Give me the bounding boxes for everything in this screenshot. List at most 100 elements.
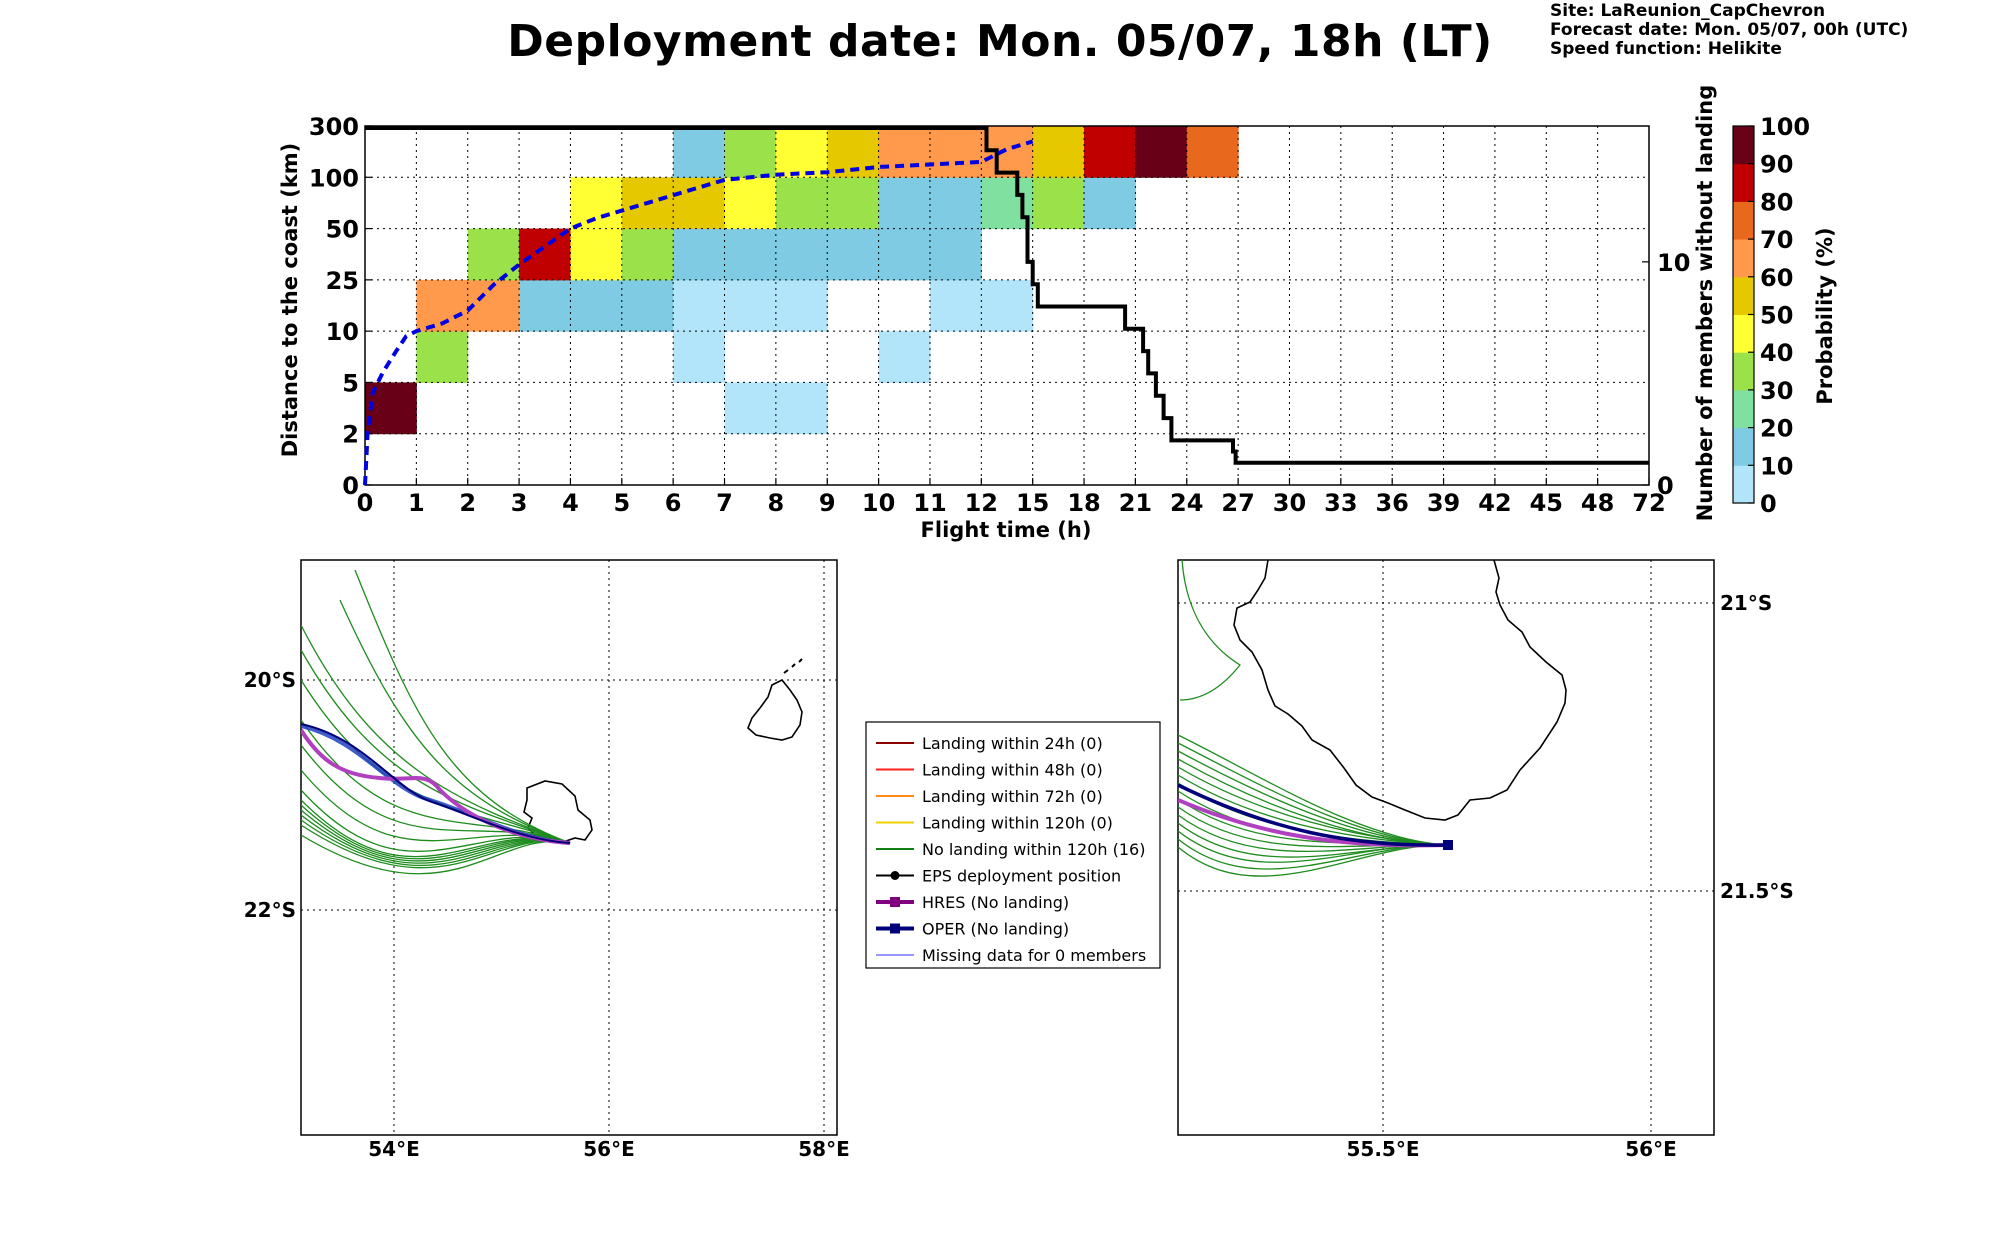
y-tick-label: 0 xyxy=(342,472,359,500)
x-tick-label: 4 xyxy=(562,489,579,517)
x-tick-label: 5 xyxy=(613,489,630,517)
x-tick-label: 18 xyxy=(1067,489,1100,517)
heatmap-cell xyxy=(673,126,726,178)
x-tick-label: 36 xyxy=(1375,489,1408,517)
x-axis-label: Flight time (h) xyxy=(921,518,1092,542)
colorbar-tick-label: 70 xyxy=(1760,226,1793,254)
colorbar-tick-label: 90 xyxy=(1760,151,1793,179)
x-tick-label: 21 xyxy=(1119,489,1152,517)
forecast-metadata: Site: LaReunion_CapChevron Forecast date… xyxy=(1550,2,1908,59)
x-tick-label: 0 xyxy=(357,489,374,517)
heatmap-cell xyxy=(519,279,571,332)
heatmap-cell xyxy=(1186,126,1239,178)
mauritius-island-coastline xyxy=(747,678,803,741)
legend-label: Landing within 120h (0) xyxy=(922,814,1113,833)
legend-marker-square xyxy=(890,923,900,934)
y-axis-label: Distance to the coast (km) xyxy=(278,143,302,458)
colorbar-bin xyxy=(1733,465,1754,504)
ensemble-trajectory xyxy=(1178,734,1449,846)
y2-axis-label: Number of members without landing xyxy=(1693,85,1717,522)
legend-marker-square xyxy=(890,897,900,907)
heatmap-cell xyxy=(775,126,828,178)
ensemble-trajectory xyxy=(1179,560,1241,701)
heatmap-cell xyxy=(775,279,828,332)
x-tick-label: 42 xyxy=(1478,489,1511,517)
heatmap-cell xyxy=(673,331,726,383)
colorbar-bin xyxy=(1733,427,1754,466)
heatmap-cell xyxy=(1032,126,1085,178)
heatmap-cell xyxy=(724,279,777,332)
median-distance-line xyxy=(363,139,1034,486)
y-tick-label: 5 xyxy=(342,369,359,397)
lon-label-56: 56°E xyxy=(583,1137,635,1161)
lon-label-55-5: 55.5°E xyxy=(1346,1137,1419,1161)
oper-trajectory xyxy=(1178,783,1449,847)
heatmap-cell xyxy=(929,279,982,332)
heatmap-cell xyxy=(673,177,726,230)
x-tick-label: 72 xyxy=(1632,489,1665,517)
distance-probability-heatmap: 0 1 2 3 4 5 6 7 8 9 10 11 12 15 18 21 24 27 30 33 36 39 42 45 48… xyxy=(309,113,1691,517)
heatmap-cell xyxy=(1084,126,1136,178)
lat-label-20s: 20°S xyxy=(244,668,296,692)
y-tick-label: 2 xyxy=(342,421,359,449)
colorbar-tick-label: 60 xyxy=(1760,264,1793,292)
legend-marker-circle xyxy=(890,871,900,880)
y-tick-label: 100 xyxy=(309,164,359,192)
x-tick-label: 48 xyxy=(1581,489,1614,517)
heatmap-cell xyxy=(827,177,880,230)
ensemble-trajectory xyxy=(354,569,571,844)
reunion-island-coastline xyxy=(523,780,593,843)
x-tick-label: 6 xyxy=(665,489,682,517)
ensemble-trajectory xyxy=(301,719,571,844)
colorbar-bin xyxy=(1733,276,1754,315)
heatmap-cell xyxy=(724,382,777,435)
heatmap-cell xyxy=(467,228,520,281)
probability-colorbar: 0 10 20 30 40 50 60 70 80 90 100 xyxy=(1732,113,1810,518)
lon-label-58: 58°E xyxy=(798,1137,850,1161)
heatmap-cell xyxy=(1135,126,1188,178)
ensemble-trajectory xyxy=(1178,774,1449,846)
heatmap-cell xyxy=(1032,177,1085,230)
colorbar-label: Probability (%) xyxy=(1813,227,1837,404)
colorbar-tick-label: 20 xyxy=(1760,415,1793,443)
x-tick-label: 45 xyxy=(1530,489,1563,517)
deployment-marker xyxy=(1443,840,1453,850)
y-tick-label: 10 xyxy=(326,318,359,346)
colorbar-bin xyxy=(1733,201,1754,240)
legend-label: OPER (No landing) xyxy=(922,920,1069,939)
ensemble-trajectory xyxy=(301,824,571,869)
x-tick-label: 30 xyxy=(1273,489,1306,517)
y2-tick-label: 10 xyxy=(1657,249,1690,277)
heatmap-cell xyxy=(570,228,623,281)
x-tick-label: 7 xyxy=(716,489,733,517)
heatmap-cell xyxy=(467,279,520,332)
heatmap-cell xyxy=(724,228,777,281)
x-tick-label: 12 xyxy=(965,489,998,517)
heatmap-cell xyxy=(724,126,777,178)
heatmap-cell xyxy=(724,177,777,230)
heatmap-cell xyxy=(570,279,623,332)
regional-trajectory-map: 54°E 56°E 58°E 20°S 22°S xyxy=(244,559,850,1161)
colorbar-bin xyxy=(1733,126,1754,165)
x-tick-label: 33 xyxy=(1324,489,1357,517)
x-tick-label: 2 xyxy=(459,489,476,517)
ensemble-trajectory xyxy=(301,649,571,844)
heatmap-cell xyxy=(929,126,982,178)
oper-trajectory-core xyxy=(301,723,571,844)
heatmap-cell xyxy=(878,177,931,230)
colorbar-tick-label: 0 xyxy=(1760,490,1777,518)
legend-label: EPS deployment position xyxy=(922,867,1121,886)
legend-label: Landing within 48h (0) xyxy=(922,761,1103,780)
y2-tick-label: 0 xyxy=(1657,472,1674,500)
left-map-trajectories xyxy=(301,569,571,875)
heatmap-cell xyxy=(775,228,828,281)
colorbar-bin xyxy=(1733,389,1754,429)
left-map-gridlines xyxy=(301,560,837,1135)
colorbar-bin xyxy=(1733,314,1754,353)
ensemble-trajectory xyxy=(339,599,571,844)
right-map-trajectories xyxy=(1178,560,1453,877)
heatmap-cell xyxy=(621,279,674,332)
legend-label: Landing within 24h (0) xyxy=(922,734,1103,753)
heatmap-cell xyxy=(878,126,931,178)
